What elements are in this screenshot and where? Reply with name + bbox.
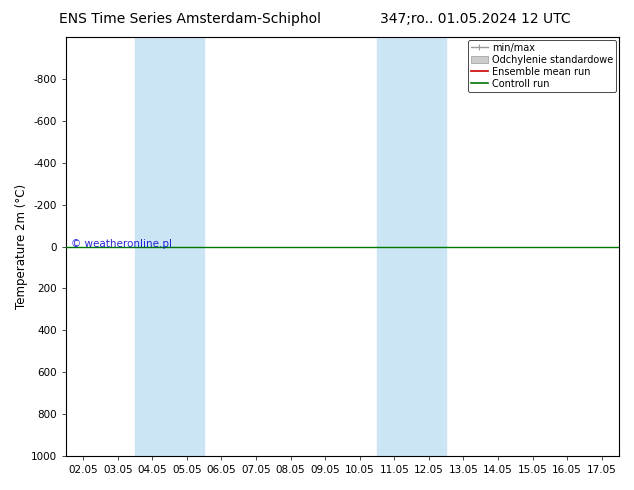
Bar xyxy=(135,37,204,456)
Bar xyxy=(377,37,446,456)
Text: © weatheronline.pl: © weatheronline.pl xyxy=(72,240,172,249)
Legend: min/max, Odchylenie standardowe, Ensemble mean run, Controll run: min/max, Odchylenie standardowe, Ensembl… xyxy=(468,40,616,92)
Text: ENS Time Series Amsterdam-Schiphol: ENS Time Series Amsterdam-Schiphol xyxy=(59,12,321,26)
Y-axis label: Temperature 2m (°C): Temperature 2m (°C) xyxy=(15,184,28,309)
Text: 347;ro.. 01.05.2024 12 UTC: 347;ro.. 01.05.2024 12 UTC xyxy=(380,12,571,26)
